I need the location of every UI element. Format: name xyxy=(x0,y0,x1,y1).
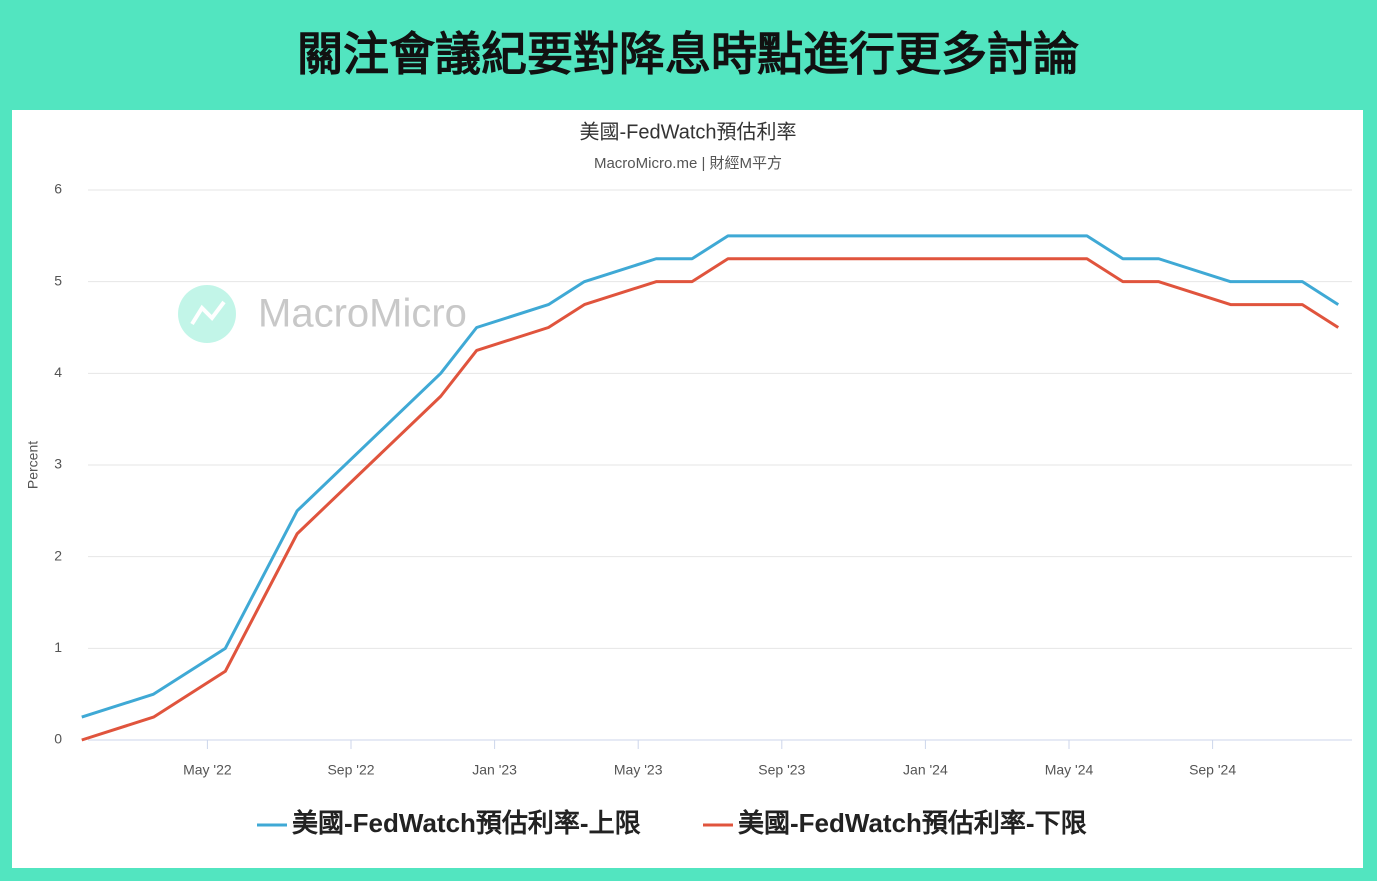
y-tick-label: 1 xyxy=(54,639,62,655)
chart-panel xyxy=(12,110,1363,868)
y-axis-label: Percent xyxy=(25,441,41,489)
x-tick-label: May '23 xyxy=(614,762,663,778)
x-tick-label: Sep '22 xyxy=(327,762,374,778)
watermark: MacroMicro xyxy=(258,292,467,336)
watermark-logo xyxy=(178,285,236,343)
y-tick-label: 3 xyxy=(54,456,62,472)
series-line xyxy=(81,234,1340,719)
y-tick-label: 4 xyxy=(54,364,62,380)
y-tick-label: 6 xyxy=(54,181,62,197)
x-tick-label: Jan '23 xyxy=(472,762,517,778)
x-tick-label: Jan '24 xyxy=(903,762,948,778)
x-tick-label: Sep '23 xyxy=(758,762,805,778)
legend-label: 美國-FedWatch預估利率-上限 xyxy=(292,808,641,838)
x-tick-label: May '24 xyxy=(1045,762,1094,778)
header-title: 關注會議紀要對降息時點進行更多討論 xyxy=(297,28,1079,80)
chart-subtitle: MacroMicro.me | 財經M平方 xyxy=(594,155,782,172)
y-tick-label: 2 xyxy=(54,547,62,563)
y-tick-label: 0 xyxy=(54,731,62,747)
y-tick-label: 5 xyxy=(54,272,62,288)
x-tick-label: May '22 xyxy=(183,762,232,778)
x-tick-label: Sep '24 xyxy=(1189,762,1236,778)
chart-title: 美國-FedWatch預估利率 xyxy=(579,120,796,143)
legend-label: 美國-FedWatch預估利率-下限 xyxy=(738,808,1087,838)
series-line xyxy=(81,257,1340,742)
